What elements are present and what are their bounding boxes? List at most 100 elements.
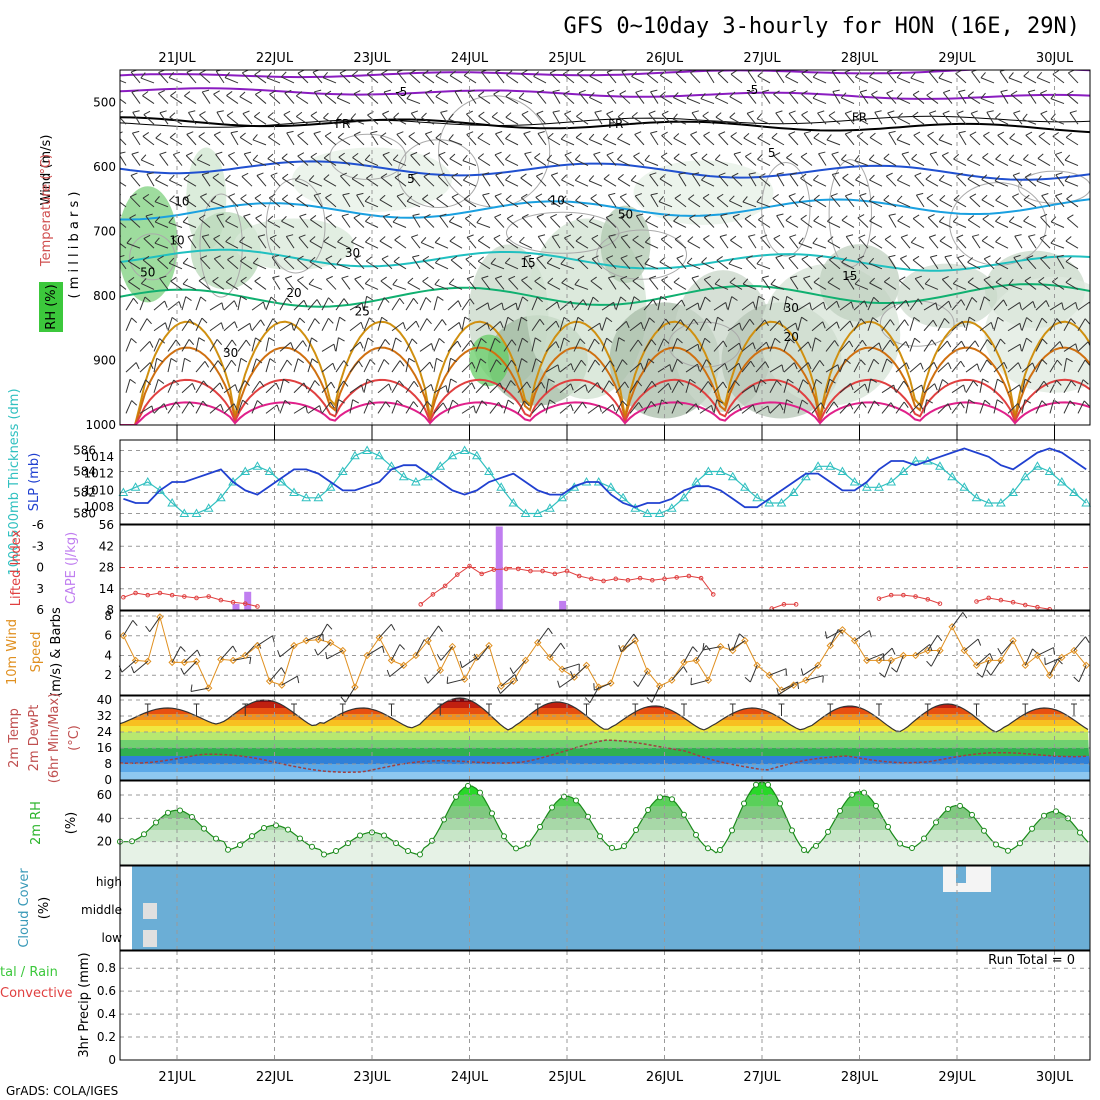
wind-barb (909, 402, 924, 414)
barb-flag (890, 402, 896, 409)
barb-flag (386, 669, 391, 677)
barb-shaft (279, 379, 284, 393)
barb-shaft (1063, 343, 1076, 352)
rh-marker (597, 833, 603, 840)
barb-flag (505, 91, 512, 97)
barb-shaft (688, 198, 701, 208)
barb-flag (504, 257, 511, 264)
barb-shaft (971, 236, 981, 249)
barb-shaft (142, 197, 155, 208)
barb-shaft (1035, 400, 1043, 414)
barb-flag (533, 71, 540, 77)
wind-barb (956, 234, 967, 249)
wind-barb (783, 322, 798, 332)
thickness-marker (398, 471, 409, 481)
panel-frame (119, 524, 1091, 611)
wind-barb (1050, 237, 1065, 249)
wind-barb (635, 89, 645, 104)
barb-shaft (979, 359, 988, 373)
barb-flag (648, 110, 656, 115)
wind-speed-marker (607, 679, 615, 687)
barb-shaft (718, 134, 729, 146)
wind-barb (335, 316, 346, 331)
wind-barb (382, 110, 393, 125)
barb-shaft (676, 257, 687, 270)
barb-flag (925, 174, 932, 180)
barb-shaft (770, 283, 785, 290)
isotherm-label: FR (335, 117, 350, 131)
barb-flag (243, 213, 251, 217)
date-label-top: 22JUL (256, 51, 294, 66)
barb-flag (622, 359, 628, 366)
barb-flag (669, 364, 672, 372)
wind-barb (481, 172, 491, 187)
wind-barb (728, 258, 743, 270)
wind-barb (237, 295, 248, 311)
barb-shaft (755, 319, 766, 332)
wind-barb (184, 91, 197, 104)
rh-marker (921, 835, 927, 842)
rh-marker (741, 800, 747, 807)
wind-barb (923, 302, 938, 311)
panel-frame (119, 865, 1091, 951)
barb-shaft (687, 262, 701, 270)
barb-flag (242, 110, 250, 115)
barb-flag (325, 651, 328, 660)
barb-shaft (622, 633, 635, 649)
wind-barb (718, 172, 729, 187)
barb-shaft (223, 359, 232, 373)
barb-flag (570, 383, 574, 391)
wind-barb (409, 70, 421, 84)
barb-flag (926, 193, 934, 199)
barb-shaft (519, 241, 533, 249)
barb-shaft (531, 318, 541, 332)
wind-barb (840, 92, 855, 105)
barb-shaft (995, 241, 1009, 249)
barb-flag (408, 132, 415, 137)
barb-flag (1024, 378, 1032, 384)
barb-shaft (785, 219, 799, 228)
barb-flag (496, 359, 502, 366)
surface-wind-barb (257, 635, 275, 647)
wind-barb (755, 361, 770, 373)
rh-marker (777, 800, 783, 807)
wind-barb (839, 402, 854, 414)
surface-wind-barb (130, 661, 149, 674)
wind-barb (266, 72, 281, 84)
wind-barb (351, 236, 365, 249)
barb-flag (478, 91, 485, 97)
surface-wind-barb (776, 684, 794, 696)
wind-barb (392, 278, 407, 290)
barb-shaft (1049, 359, 1058, 373)
rh-marker (453, 793, 459, 800)
lifted-index-marker (1010, 599, 1016, 605)
cloud-clear-middle (143, 903, 157, 919)
barb-shaft (1035, 359, 1043, 373)
surface-wind-barb (509, 660, 526, 675)
wind-barb (995, 236, 1009, 249)
lifted-index-marker (455, 572, 460, 577)
barb-shaft (209, 382, 221, 394)
barb-flag (860, 318, 867, 325)
barb-flag (886, 89, 894, 94)
wind-barb (531, 381, 546, 394)
rh-marker (225, 846, 231, 853)
barb-flag (617, 133, 623, 140)
thickness-marker (776, 497, 787, 507)
barb-flag (718, 131, 726, 135)
y-tick-precip: 0.2 (97, 1030, 116, 1044)
barb-flag (227, 255, 234, 261)
barb-shaft (761, 91, 771, 104)
wind-barb (742, 196, 757, 208)
barb-shaft (461, 405, 475, 414)
wind-barb (419, 343, 434, 352)
barb-flag (424, 676, 429, 684)
wind-barb (1012, 193, 1023, 208)
barb-shaft (644, 159, 659, 166)
ylabel-minmax: (6hr Min/Max) (47, 693, 62, 783)
barb-flag (644, 258, 650, 265)
rh-marker (813, 842, 819, 849)
wind-barb (251, 301, 266, 311)
wind-barb (1040, 213, 1051, 228)
wind-barb (691, 110, 701, 125)
